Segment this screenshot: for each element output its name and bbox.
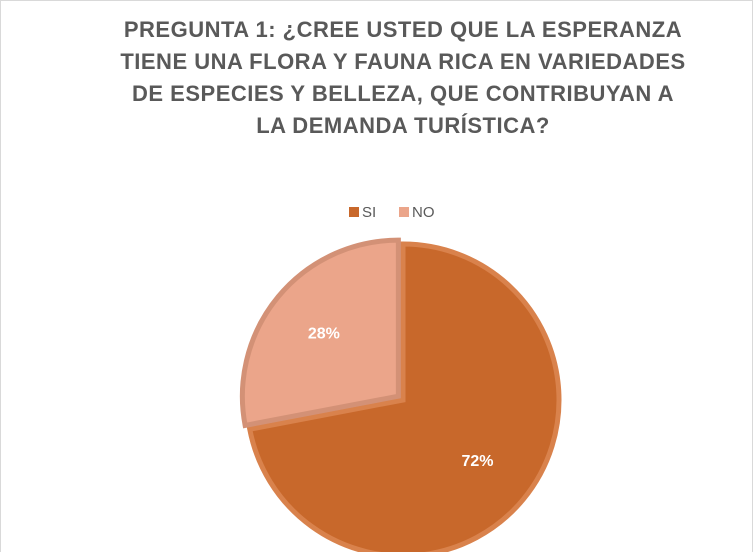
data-label: 28% <box>308 326 340 343</box>
pie-slice <box>246 241 562 552</box>
legend-label: SI <box>362 204 376 221</box>
legend-swatch <box>399 207 409 217</box>
chart-title: PREGUNTA 1: ¿CREE USTED QUE LA ESPERANZA… <box>120 17 686 138</box>
legend-swatch <box>349 207 359 217</box>
legend-label: NO <box>412 204 435 221</box>
data-label: 72% <box>462 453 494 470</box>
pie-slice <box>239 237 401 429</box>
